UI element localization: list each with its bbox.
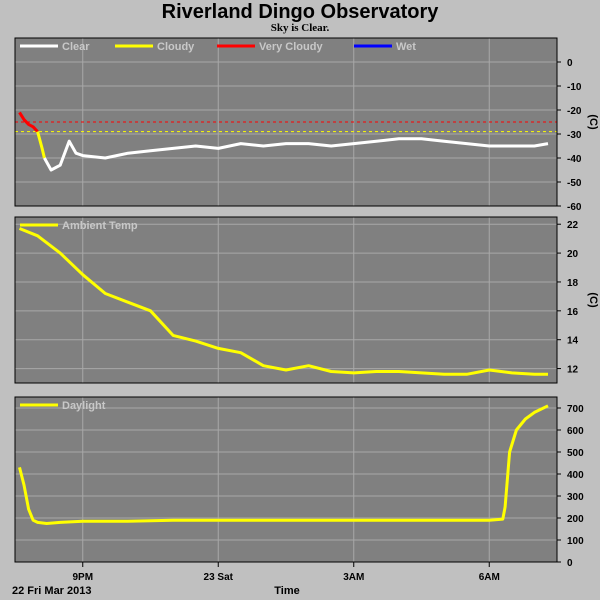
daylight-panel-bg (15, 397, 557, 562)
daylight-ytick-label: 400 (567, 470, 584, 481)
ambient-ytick-label: 20 (567, 249, 579, 260)
sky-ytick-label: -10 (567, 82, 582, 93)
daylight-ytick-label: 100 (567, 536, 584, 547)
ambient-ytick-label: 12 (567, 365, 579, 376)
date-label: 22 Fri Mar 2013 (12, 585, 92, 597)
x-tick-label: 6AM (479, 572, 500, 583)
sky-series-line (18, 111, 39, 133)
x-tick-label: 3AM (343, 572, 364, 583)
ambient-legend-label: Ambient Temp (62, 220, 138, 232)
chart-subtitle: Sky is Clear. (270, 22, 330, 34)
ambient-panel-border (14, 216, 558, 384)
daylight-ytick-label: 200 (567, 514, 584, 525)
ambient-panel-bg (15, 217, 557, 383)
sky-ylabel: (C) (587, 114, 599, 130)
sky-legend-label: Clear (62, 41, 90, 53)
daylight-ytick-label: 700 (567, 404, 584, 415)
ambient-ytick-label: 18 (567, 278, 579, 289)
x-tick-label: 23 Sat (204, 572, 234, 583)
ambient-ytick-label: 14 (567, 336, 579, 347)
daylight-series-line (18, 404, 549, 525)
daylight-ytick-label: 500 (567, 448, 584, 459)
sky-series-line (36, 131, 46, 159)
sky-series-line (43, 137, 549, 172)
sky-ytick-label: 0 (567, 58, 573, 69)
sky-ytick-label: -30 (567, 130, 582, 141)
ambient-ytick-label: 22 (567, 220, 579, 231)
sky-ytick-label: -20 (567, 106, 582, 117)
sky-legend-label: Very Cloudy (259, 41, 323, 53)
daylight-ytick-label: 0 (567, 558, 573, 569)
daylight-ytick-label: 300 (567, 492, 584, 503)
sky-legend-label: Wet (396, 41, 416, 53)
ambient-ylabel: (C) (587, 292, 599, 308)
x-axis-label: Time (274, 585, 299, 597)
ambient-series-line (18, 227, 548, 376)
x-tick-label: 9PM (72, 572, 93, 583)
daylight-ytick-label: 600 (567, 426, 584, 437)
chart-title: Riverland Dingo Observatory (161, 1, 439, 23)
sky-ytick-label: -40 (567, 154, 582, 165)
daylight-legend-label: Daylight (62, 400, 106, 412)
sky-ytick-label: -50 (567, 178, 582, 189)
sky-legend-label: Cloudy (157, 41, 195, 53)
ambient-ytick-label: 16 (567, 307, 579, 318)
sky-panel-border (14, 37, 558, 207)
sky-ytick-label: -60 (567, 202, 582, 213)
daylight-panel-border (14, 396, 558, 563)
